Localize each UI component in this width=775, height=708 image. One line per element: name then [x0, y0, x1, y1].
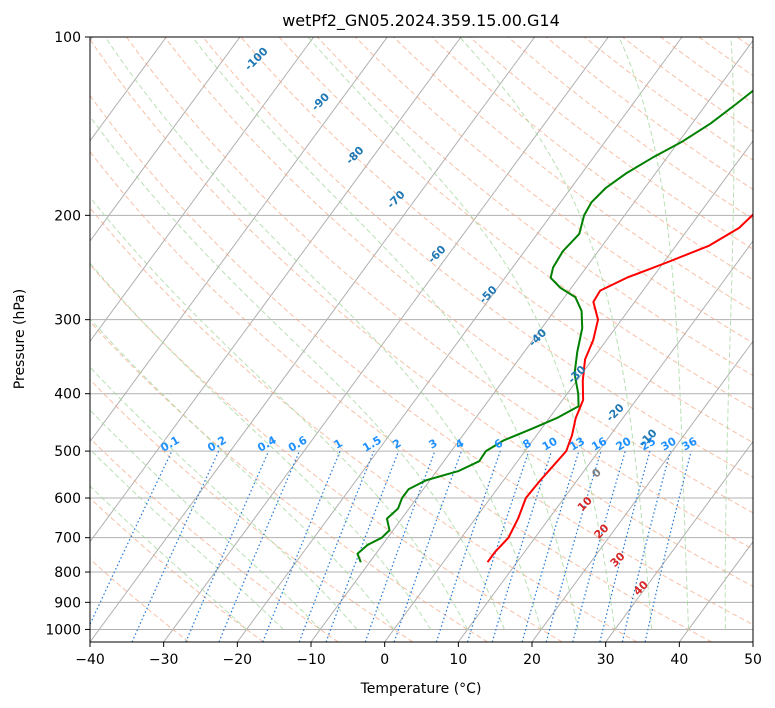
mixing-ratio-line	[218, 450, 301, 642]
x-tick-label: −40	[75, 652, 105, 668]
mixing-ratio-line	[572, 450, 626, 642]
moist-adiabat-line	[90, 448, 284, 630]
x-tick-label: 40	[670, 652, 688, 668]
mixing-ratio-lines	[90, 450, 692, 642]
dry-adiabat-line	[90, 207, 638, 642]
isotherm-line	[531, 340, 753, 642]
mixing-ratio-line	[185, 450, 270, 642]
moist-adiabat-line	[90, 366, 358, 630]
x-tick-label: −30	[149, 652, 179, 668]
isotherm-line	[605, 440, 753, 642]
isotherm-line	[457, 240, 753, 642]
moist-adiabat-lines	[90, 37, 735, 630]
dry-adiabat-line	[202, 37, 753, 478]
dry-adiabat-line	[90, 150, 712, 642]
dry-adiabat-line	[126, 37, 753, 550]
dry-adiabat-line	[90, 378, 414, 642]
mixing-ratio-line	[262, 450, 341, 642]
moist-adiabat-line	[192, 37, 579, 630]
moist-adiabat-line	[618, 37, 690, 630]
moist-adiabat-line	[90, 262, 432, 630]
y-tick-label: 400	[54, 387, 81, 403]
moist-adiabat-line	[90, 196, 469, 630]
mixing-ratio-line	[491, 450, 553, 642]
y-tick-label: 600	[54, 491, 81, 507]
x-tick-label: −20	[223, 652, 253, 668]
x-tick-label: 20	[523, 652, 541, 668]
moist-adiabat-line	[90, 318, 395, 630]
x-tick-label: 50	[744, 652, 762, 668]
plot-frame	[89, 36, 754, 643]
y-tick-label: 200	[54, 208, 81, 224]
dry-adiabat-line	[90, 94, 753, 626]
mixing-ratio-line	[393, 450, 463, 642]
mixing-ratio-line	[621, 450, 672, 642]
isotherm-line	[90, 37, 315, 343]
isotherm-line	[384, 140, 753, 642]
isotherm-line	[236, 37, 683, 642]
dry-adiabat-line	[164, 37, 753, 514]
x-tick-label: 0	[380, 652, 389, 668]
isotherm-line	[90, 37, 388, 443]
y-tick-label: 100	[54, 30, 81, 46]
moist-adiabat-line	[90, 115, 505, 630]
chart-title: wetPf2_GN05.2024.359.15.00.G14	[282, 11, 560, 31]
moist-adiabat-line	[307, 37, 616, 630]
dewpoint-profile-line	[356, 89, 753, 563]
y-axis-ticks: 100 200 300 400 500 600 700 800 900 1000	[45, 30, 90, 638]
y-tick-label: 700	[54, 531, 81, 547]
moist-adiabat-line	[90, 409, 321, 630]
mixing-ratio-line	[298, 450, 375, 642]
x-axis-title: Temperature (°C)	[360, 681, 482, 697]
x-tick-label: 30	[597, 652, 615, 668]
y-tick-label: 1000	[45, 622, 81, 638]
isotherm-line	[90, 37, 241, 242]
isotherm-line	[90, 37, 536, 642]
dry-adiabat-line	[90, 263, 563, 642]
y-tick-label: 800	[54, 565, 81, 581]
moist-adiabat-line	[459, 37, 653, 630]
mixing-ratio-line	[325, 450, 400, 642]
dry-adiabat-line	[316, 37, 753, 377]
mixing-ratio-line	[599, 450, 651, 642]
mixing-ratio-line	[466, 450, 530, 642]
isotherm-line	[310, 39, 753, 642]
profile-series	[356, 89, 753, 563]
dry-adiabat-line	[90, 38, 753, 587]
y-axis-title: Pressure (hPa)	[12, 289, 28, 389]
x-tick-label: −10	[296, 652, 326, 668]
x-axis-ticks: −40 −30 −20 −10 0 10 20 30 40 50	[75, 642, 762, 668]
moist-adiabat-line	[104, 37, 542, 630]
mixing-ratio-line	[521, 450, 580, 642]
y-tick-label: 300	[54, 313, 81, 329]
x-tick-label: 10	[449, 652, 467, 668]
isotherm-line	[163, 37, 609, 642]
mixing-ratio-line	[545, 450, 602, 642]
mixing-ratio-line	[435, 450, 501, 642]
moist-adiabat-line	[724, 37, 735, 630]
y-tick-label: 500	[54, 444, 81, 460]
isotherm-line	[90, 37, 167, 142]
mixing-ratio-line	[644, 450, 692, 642]
y-tick-label: 900	[54, 595, 81, 611]
mixing-ratio-line	[364, 450, 436, 642]
temperature-profile-line	[486, 213, 753, 563]
dry-adiabat-line	[90, 558, 190, 642]
